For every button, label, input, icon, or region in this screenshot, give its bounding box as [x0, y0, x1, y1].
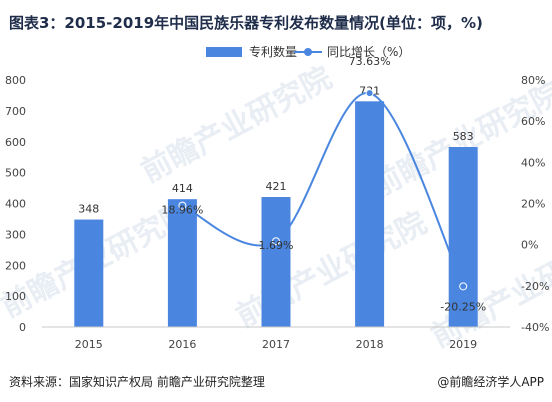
- right-tick-label: -40%: [521, 321, 549, 334]
- right-y-axis: -40% -20% 0% 20% 40% 60% 80%: [521, 74, 549, 334]
- right-tick-label: 60%: [521, 115, 545, 128]
- bar-2016: [167, 199, 197, 327]
- left-y-axis: 0 100 200 300 400 500 600 700 800: [5, 74, 26, 334]
- right-tick-label: -20%: [521, 280, 549, 293]
- left-tick-label: 100: [5, 290, 26, 303]
- legend-bar-label: 专利数量: [249, 44, 297, 59]
- growth-point-2017: [272, 237, 280, 246]
- legend: 专利数量 同比增长（%）: [206, 44, 410, 59]
- growth-point-2018: [365, 89, 374, 98]
- left-tick-label: 300: [5, 228, 26, 241]
- bars: 348414421731583: [74, 84, 478, 328]
- bar-value-label: 421: [266, 180, 287, 193]
- growth-value-label: -20.25%: [440, 300, 486, 313]
- bar-value-label: 414: [172, 182, 193, 195]
- left-tick-label: 200: [5, 259, 26, 272]
- x-tick-label: 2018: [356, 338, 384, 351]
- brand-credit: @前瞻经济学人APP: [437, 375, 544, 389]
- bar-2018: [355, 101, 385, 328]
- left-tick-label: 0: [19, 321, 26, 334]
- left-tick-label: 400: [5, 198, 26, 211]
- growth-value-label: 1.69%: [259, 239, 294, 252]
- bar-value-label: 348: [78, 203, 99, 216]
- legend-line-label: 同比增长（%）: [327, 45, 410, 59]
- growth-point-2016: [178, 201, 187, 210]
- growth-value-label: 18.96%: [161, 204, 203, 217]
- x-tick-label: 2016: [168, 338, 196, 351]
- left-tick-label: 500: [5, 167, 26, 180]
- chart-title: 图表3：2015-2019年中国民族乐器专利发布数量情况(单位：项，%): [9, 14, 483, 32]
- x-tick-label: 2017: [262, 338, 290, 351]
- left-tick-label: 600: [5, 136, 26, 149]
- source-note: 资料来源：国家知识产权局 前瞻产业研究院整理: [9, 375, 265, 389]
- right-tick-label: 80%: [521, 74, 545, 87]
- legend-bar-swatch: [206, 47, 242, 57]
- right-tick-label: 20%: [521, 198, 545, 211]
- growth-line: 18.96% 1.69% 73.63% -20.25%: [161, 55, 486, 313]
- right-tick-label: 0%: [521, 239, 538, 252]
- bar-2015: [74, 219, 104, 327]
- right-tick-label: 40%: [521, 156, 545, 169]
- growth-point-2019: [459, 282, 468, 291]
- x-tick-label: 2015: [75, 338, 103, 351]
- x-axis: 2015 2016 2017 2018 2019: [42, 326, 510, 351]
- legend-line-marker: [304, 48, 312, 56]
- x-tick-label: 2019: [449, 338, 477, 351]
- bar-value-label: 583: [453, 130, 474, 143]
- bar-2019: [448, 146, 478, 327]
- growth-value-label: 73.63%: [349, 55, 391, 68]
- bar-2017: [261, 197, 291, 327]
- growth-line-path: [181, 92, 465, 287]
- left-tick-label: 700: [5, 105, 26, 118]
- left-tick-label: 800: [5, 74, 26, 87]
